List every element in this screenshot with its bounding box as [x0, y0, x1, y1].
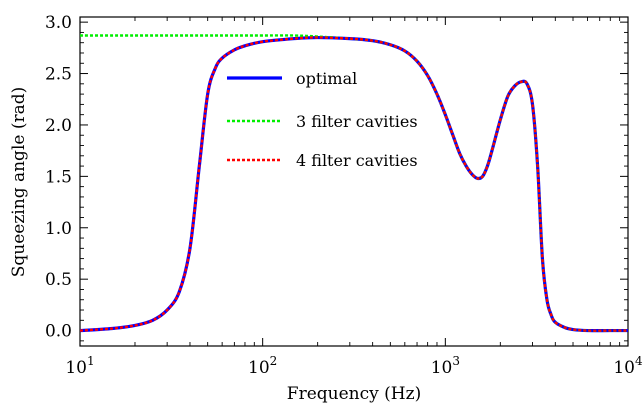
x-tick-exponent: 3 [452, 354, 460, 368]
y-tick-label: 3.0 [45, 13, 72, 33]
x-tick-exponent: 1 [87, 354, 95, 368]
plot-frame [79, 16, 629, 347]
x-axis-title: Frequency (Hz) [287, 384, 421, 404]
x-tick-base: 10 [613, 358, 635, 378]
y-tick-label: 1.5 [45, 167, 72, 187]
series-layer [80, 34, 628, 333]
x-tick-label: 103 [431, 354, 460, 378]
x-tick-label: 101 [65, 354, 94, 378]
y-tick-label: 2.5 [45, 65, 72, 85]
y-axis-ticks: 0.0 0.5 1.0 1.5 2.0 2.5 3.0 [45, 13, 628, 342]
x-tick-exponent: 4 [635, 354, 643, 368]
y-axis-title: Squeezing angle (rad) [9, 87, 29, 278]
legend: optimal 3 filter cavities 4 filter cavitie… [227, 69, 418, 170]
legend-label: optimal [296, 69, 357, 88]
y-tick-label: 0.5 [45, 270, 72, 290]
x-axis-ticks: 101 102 103 104 [65, 17, 643, 378]
y-tick-label: 2.0 [45, 116, 72, 136]
x-tick-base: 10 [65, 358, 87, 378]
x-tick-exponent: 2 [270, 354, 278, 368]
series-line-optimal [80, 35, 628, 333]
y-tick-label: 0.0 [45, 322, 72, 342]
x-tick-label: 104 [613, 354, 643, 378]
x-tick-base: 10 [248, 358, 270, 378]
y-tick-label: 1.0 [45, 219, 72, 239]
x-tick-label: 102 [248, 354, 277, 378]
legend-label: 4 filter cavities [296, 151, 418, 170]
x-tick-base: 10 [431, 358, 453, 378]
legend-label: 3 filter cavities [296, 112, 418, 131]
